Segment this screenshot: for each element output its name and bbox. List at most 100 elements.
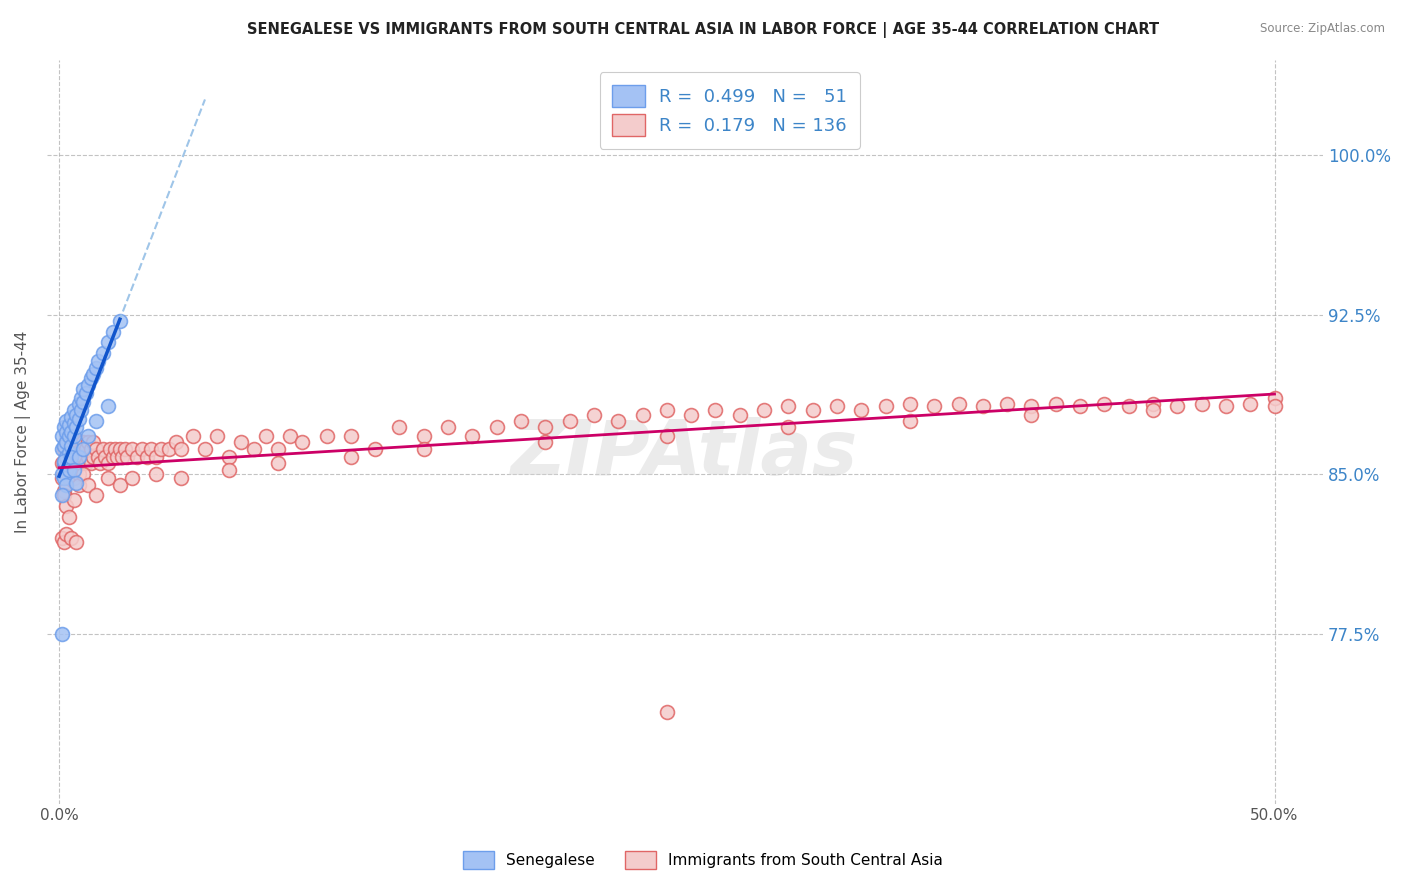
Point <box>752 403 775 417</box>
Point <box>121 471 143 485</box>
Point <box>108 477 131 491</box>
Point <box>995 397 1018 411</box>
Point <box>55 450 77 464</box>
Point <box>58 509 80 524</box>
Point <box>72 395 94 409</box>
Point <box>631 408 654 422</box>
Point <box>65 463 87 477</box>
Point <box>60 531 83 545</box>
Point <box>80 442 103 456</box>
Point <box>948 397 970 411</box>
Point <box>655 429 678 443</box>
Point <box>704 403 727 417</box>
Point <box>84 414 107 428</box>
Point <box>55 467 77 482</box>
Point <box>510 414 533 428</box>
Point <box>111 450 134 464</box>
Point <box>75 442 97 456</box>
Point <box>77 429 100 443</box>
Point <box>53 488 76 502</box>
Point <box>1021 399 1043 413</box>
Point <box>51 488 73 502</box>
Point <box>72 435 94 450</box>
Point <box>169 471 191 485</box>
Point <box>91 442 114 456</box>
Legend: Senegalese, Immigrants from South Central Asia: Senegalese, Immigrants from South Centra… <box>457 845 949 875</box>
Point <box>291 435 314 450</box>
Point <box>67 397 90 411</box>
Point <box>778 399 800 413</box>
Point <box>87 354 110 368</box>
Point <box>72 442 94 456</box>
Point <box>558 414 581 428</box>
Point <box>1142 403 1164 417</box>
Point <box>437 420 460 434</box>
Point <box>55 477 77 491</box>
Point <box>60 425 83 439</box>
Point <box>77 435 100 450</box>
Point <box>62 442 84 456</box>
Point <box>62 463 84 477</box>
Point <box>60 435 83 450</box>
Point <box>534 435 557 450</box>
Point <box>1118 399 1140 413</box>
Point <box>51 467 73 482</box>
Point <box>89 457 111 471</box>
Point <box>141 442 163 456</box>
Legend: R =  0.499   N =   51, R =  0.179   N = 136: R = 0.499 N = 51, R = 0.179 N = 136 <box>600 72 860 149</box>
Point <box>51 626 73 640</box>
Point <box>60 450 83 464</box>
Point <box>70 403 93 417</box>
Point <box>1021 408 1043 422</box>
Point <box>62 416 84 430</box>
Point <box>60 450 83 464</box>
Point <box>55 499 77 513</box>
Point <box>77 377 100 392</box>
Point <box>278 429 301 443</box>
Point <box>145 467 167 482</box>
Point <box>70 457 93 471</box>
Point <box>55 435 77 450</box>
Point <box>58 463 80 477</box>
Point <box>51 471 73 485</box>
Point <box>62 492 84 507</box>
Point <box>80 457 103 471</box>
Point <box>875 399 897 413</box>
Point <box>77 477 100 491</box>
Point <box>62 471 84 485</box>
Point <box>60 440 83 454</box>
Point <box>87 450 110 464</box>
Point <box>62 429 84 443</box>
Point <box>53 420 76 434</box>
Point <box>97 457 120 471</box>
Point <box>461 429 484 443</box>
Point <box>58 442 80 456</box>
Point <box>1166 399 1188 413</box>
Point <box>582 408 605 422</box>
Point <box>898 414 921 428</box>
Point <box>58 418 80 433</box>
Point <box>267 457 290 471</box>
Y-axis label: In Labor Force | Age 35-44: In Labor Force | Age 35-44 <box>15 330 31 533</box>
Point <box>231 435 253 450</box>
Point <box>55 414 77 428</box>
Point <box>62 457 84 471</box>
Point <box>340 429 363 443</box>
Point <box>82 450 104 464</box>
Point <box>53 457 76 471</box>
Point <box>1191 397 1213 411</box>
Point <box>534 420 557 434</box>
Point <box>181 429 204 443</box>
Point <box>58 457 80 471</box>
Point <box>97 399 120 413</box>
Point <box>485 420 508 434</box>
Point <box>62 403 84 417</box>
Point <box>1069 399 1091 413</box>
Point <box>58 429 80 443</box>
Point <box>97 471 120 485</box>
Point <box>681 408 703 422</box>
Point <box>84 360 107 375</box>
Point <box>1239 397 1261 411</box>
Text: SENEGALESE VS IMMIGRANTS FROM SOUTH CENTRAL ASIA IN LABOR FORCE | AGE 35-44 CORR: SENEGALESE VS IMMIGRANTS FROM SOUTH CENT… <box>247 22 1159 38</box>
Point <box>67 467 90 482</box>
